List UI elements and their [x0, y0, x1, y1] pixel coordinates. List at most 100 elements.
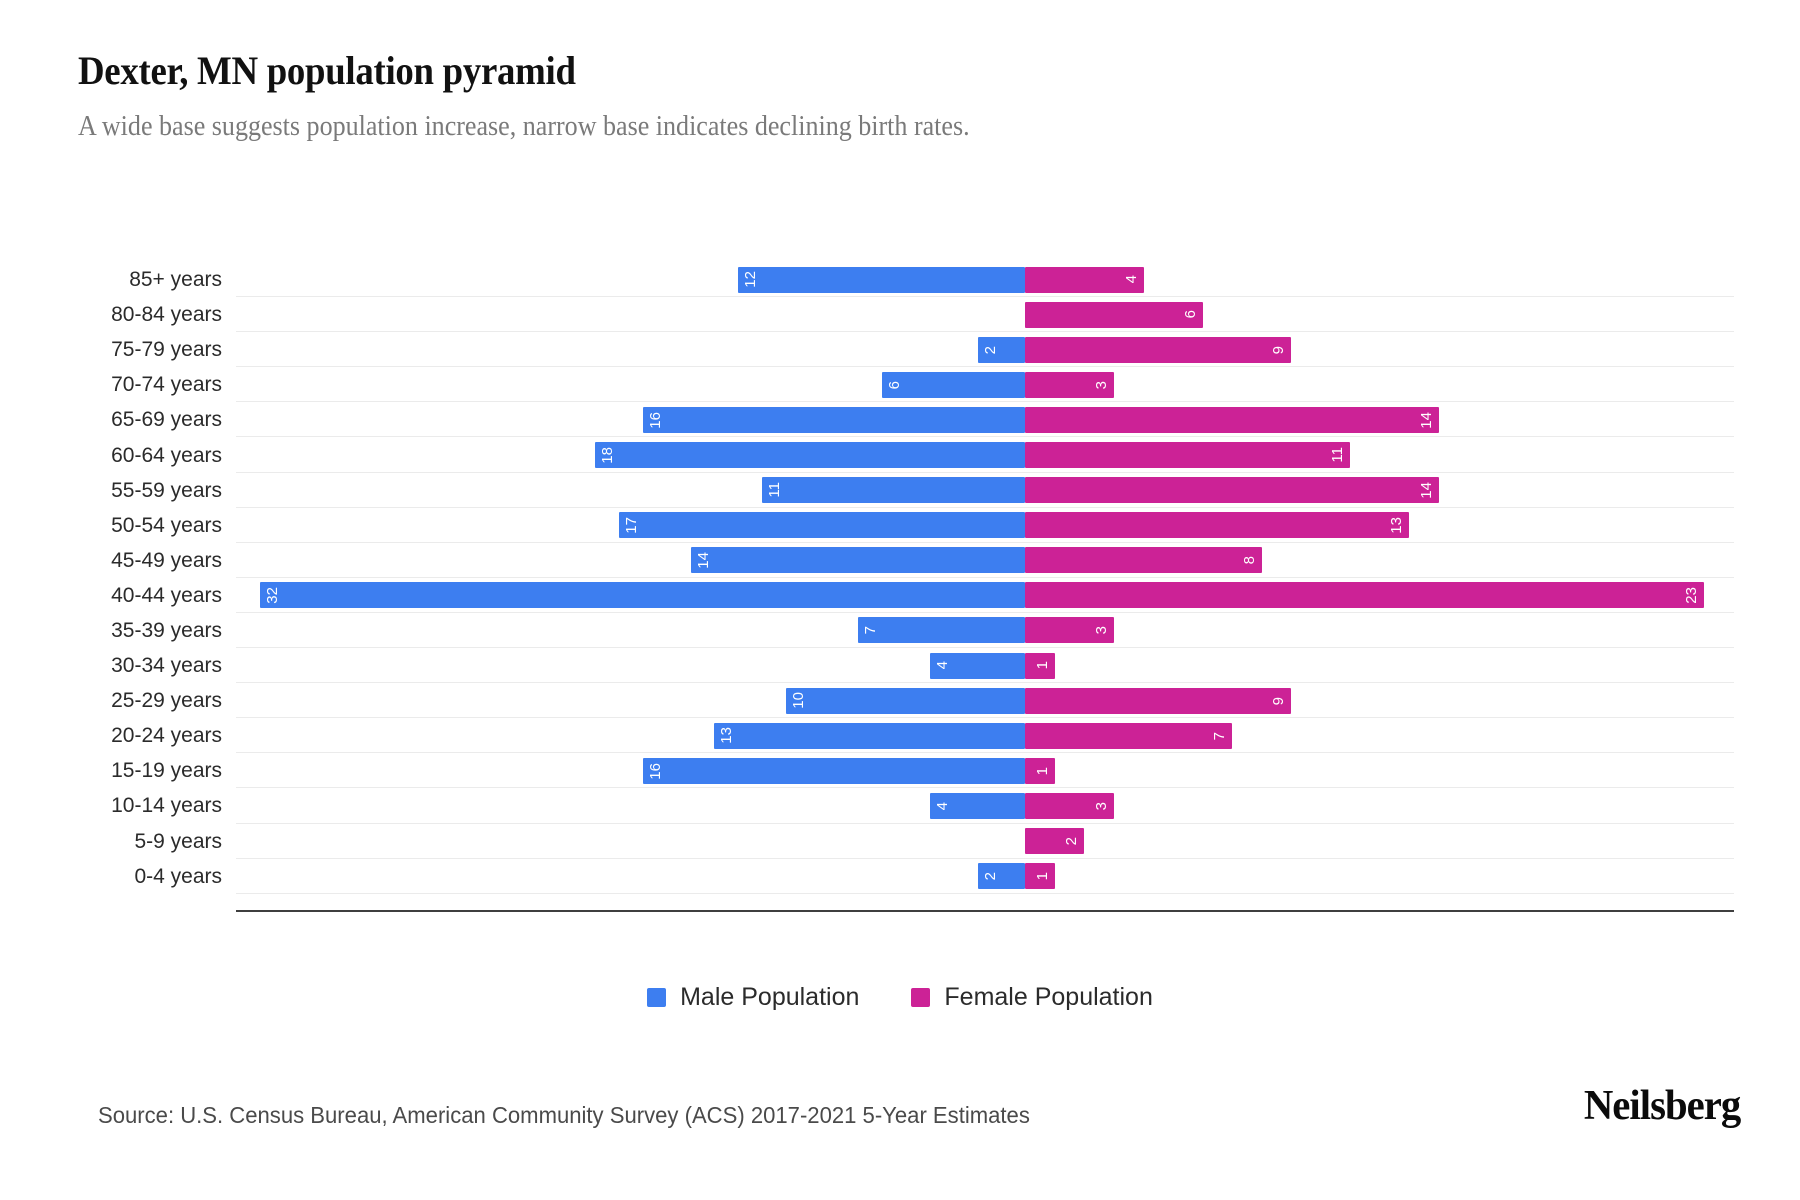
- bar-female[interactable]: 23: [1025, 582, 1705, 609]
- row-track: 18 11: [236, 437, 1734, 473]
- bar-value-label-female: 1: [1033, 871, 1051, 881]
- bar-female[interactable]: 7: [1025, 722, 1233, 749]
- bar-male[interactable]: 6: [881, 371, 1026, 398]
- row-bars: 13 7: [236, 718, 1734, 753]
- chart-row: 80-84 years 06: [78, 297, 1734, 333]
- bar-female[interactable]: 14: [1025, 406, 1439, 433]
- bar-female[interactable]: 9: [1025, 336, 1292, 363]
- bar-male[interactable]: 17: [618, 512, 1026, 539]
- y-axis-tick-label: 75-79 years: [111, 338, 222, 362]
- row-track: 10 9: [236, 683, 1734, 719]
- bar-value-label-male: 2: [981, 345, 999, 354]
- bar-female[interactable]: 13: [1025, 512, 1410, 539]
- row-track: 06: [236, 297, 1734, 333]
- x-axis-baseline: [236, 910, 1734, 912]
- bar-female[interactable]: 8: [1025, 547, 1262, 574]
- bar-value-label-male: 4: [933, 661, 951, 670]
- bar-female[interactable]: 6: [1025, 301, 1203, 328]
- bar-value-label-male: 4: [933, 801, 951, 811]
- bar-female[interactable]: 14: [1025, 477, 1439, 504]
- bar-value-label-male: 14: [694, 551, 712, 569]
- bar-male[interactable]: 2: [977, 863, 1026, 890]
- bar-value-label-female: 1: [1033, 766, 1051, 776]
- gridline: [236, 787, 1734, 789]
- bar-male[interactable]: 4: [929, 792, 1026, 819]
- chart-row: 85+ years 12 4: [78, 262, 1734, 298]
- bar-male[interactable]: 16: [642, 757, 1026, 784]
- bar-female[interactable]: 1: [1025, 757, 1055, 784]
- legend-swatch-male-icon: [647, 988, 667, 1007]
- bar-value-label-female: 7: [1211, 731, 1229, 740]
- gridline: [236, 892, 1734, 894]
- chart-row: 65-69 years 16 14: [78, 402, 1734, 438]
- y-axis-tick-label: 20-24 years: [111, 724, 222, 748]
- chart-row: 55-59 years 11 14: [78, 473, 1734, 508]
- bar-value-label-female: 11: [1329, 447, 1347, 463]
- bar-male[interactable]: 18: [594, 442, 1026, 469]
- bar-female[interactable]: 3: [1025, 792, 1114, 819]
- chart-row: 30-34 years 4 1: [78, 648, 1734, 684]
- chart-row: 25-29 years 10 9: [78, 683, 1734, 719]
- bar-male[interactable]: 32: [259, 582, 1026, 609]
- y-axis-tick-label: 45-49 years: [111, 548, 222, 572]
- bar-value-label-male: 13: [718, 727, 736, 745]
- row-bars: 11 14: [236, 473, 1734, 508]
- chart-row: 20-24 years 13 7: [78, 718, 1734, 754]
- gridline: [236, 331, 1734, 333]
- bar-value-label-male: 10: [790, 692, 808, 710]
- bar-female[interactable]: 4: [1025, 266, 1144, 293]
- bar-male[interactable]: 4: [929, 652, 1026, 679]
- y-axis-tick-label: 60-64 years: [111, 443, 222, 467]
- bar-female[interactable]: 1: [1025, 652, 1055, 679]
- bar-female[interactable]: 3: [1025, 617, 1114, 644]
- y-axis-tick-label: 80-84 years: [111, 303, 222, 327]
- row-bars: 10 9: [236, 683, 1734, 718]
- gridline: [236, 717, 1734, 719]
- bar-value-label-male: 32: [263, 587, 281, 604]
- bar-male[interactable]: 13: [714, 722, 1026, 749]
- bar-male[interactable]: 12: [738, 266, 1026, 293]
- row-track: 16 1: [236, 753, 1734, 789]
- row-track: 17 13: [236, 508, 1734, 543]
- bar-male[interactable]: 10: [786, 687, 1026, 714]
- bar-value-label-female: 9: [1270, 345, 1288, 354]
- bar-value-label-female: 8: [1240, 556, 1258, 565]
- bar-male[interactable]: 16: [642, 406, 1026, 433]
- bar-female[interactable]: 11: [1025, 442, 1351, 469]
- row-bars: 06: [236, 297, 1734, 332]
- chart-header: Dexter, MN population pyramid A wide bas…: [78, 48, 1728, 144]
- bar-female[interactable]: 3: [1025, 371, 1114, 398]
- chart-row: 35-39 years 7 3: [78, 613, 1734, 649]
- gridline: [236, 647, 1734, 649]
- y-axis-tick-label: 10-14 years: [111, 794, 222, 818]
- gridline: [236, 401, 1734, 403]
- chart-row: 45-49 years 14 8: [78, 543, 1734, 578]
- bar-female[interactable]: 1: [1025, 863, 1055, 890]
- legend-item-male[interactable]: Male Population: [647, 985, 859, 1010]
- chart-row: 5-9 years 02: [78, 824, 1734, 859]
- bar-value-label-male: 16: [646, 411, 664, 429]
- row-bars: 17 13: [236, 508, 1734, 543]
- bar-value-label-female: 9: [1270, 696, 1288, 705]
- gridline: [236, 436, 1734, 438]
- bar-male[interactable]: 14: [690, 547, 1026, 574]
- bar-male[interactable]: 7: [857, 617, 1026, 644]
- y-axis-tick-label: 25-29 years: [111, 689, 222, 713]
- y-axis-tick-label: 85+ years: [129, 268, 222, 292]
- bar-value-label-female: 4: [1122, 275, 1140, 284]
- gridline: [236, 576, 1734, 578]
- bar-male[interactable]: 11: [762, 477, 1026, 504]
- bar-female[interactable]: 9: [1025, 687, 1292, 714]
- bar-value-label-female: 6: [1181, 310, 1199, 319]
- legend-item-female[interactable]: Female Population: [911, 985, 1153, 1010]
- chart-row: 15-19 years 16 1: [78, 753, 1734, 789]
- bar-male[interactable]: 2: [977, 336, 1026, 363]
- bar-female[interactable]: 2: [1025, 828, 1085, 855]
